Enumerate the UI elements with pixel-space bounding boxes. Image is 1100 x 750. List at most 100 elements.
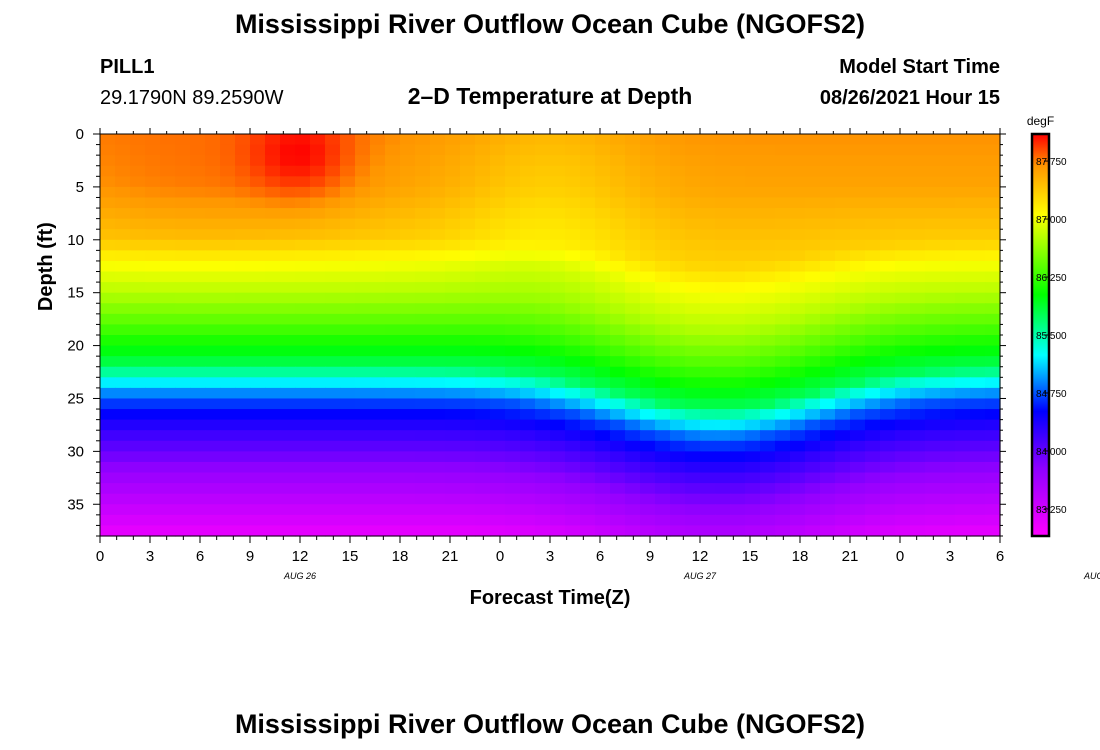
heatmap-cell xyxy=(790,483,806,495)
heatmap-cell xyxy=(895,440,911,452)
heatmap-cell xyxy=(505,504,521,516)
heatmap-cell xyxy=(700,419,716,431)
heatmap-cell xyxy=(625,155,641,167)
heatmap-cell xyxy=(175,356,191,368)
heatmap-cell xyxy=(745,271,761,283)
heatmap-cell xyxy=(715,229,731,241)
heatmap-cell xyxy=(715,186,731,199)
heatmap-cell xyxy=(385,493,401,505)
heatmap-cell xyxy=(910,472,926,484)
heatmap-cell xyxy=(490,377,506,389)
heatmap-cell xyxy=(400,271,416,283)
heatmap-cell xyxy=(250,440,266,452)
heatmap-cell xyxy=(475,134,491,146)
heatmap-cell xyxy=(430,282,446,294)
heatmap-cell xyxy=(565,186,581,199)
heatmap-cell xyxy=(850,134,866,146)
heatmap-cell xyxy=(895,303,911,315)
heatmap-cell xyxy=(670,229,686,241)
heatmap-cell xyxy=(670,409,686,421)
heatmap-cell xyxy=(235,440,251,452)
heatmap-cell xyxy=(655,144,671,156)
heatmap-cell xyxy=(715,451,731,463)
heatmap-cell xyxy=(865,260,881,273)
heatmap-cell xyxy=(835,514,851,527)
heatmap-cell xyxy=(910,176,926,188)
heatmap-cell xyxy=(205,250,221,262)
heatmap-cell xyxy=(655,155,671,167)
heatmap-cell xyxy=(385,303,401,315)
heatmap-cell xyxy=(820,165,836,177)
heatmap-cell xyxy=(625,239,641,251)
heatmap-cell xyxy=(865,271,881,283)
heatmap-cell xyxy=(520,451,536,463)
heatmap-cell xyxy=(430,250,446,262)
heatmap-cell xyxy=(850,271,866,283)
heatmap-cell xyxy=(820,250,836,262)
heatmap-cell xyxy=(310,197,326,209)
heatmap-cell xyxy=(520,239,536,251)
heatmap-cell xyxy=(145,165,161,177)
heatmap-cell xyxy=(280,504,296,516)
heatmap-cell xyxy=(430,504,446,516)
heatmap-cell xyxy=(985,461,1001,474)
heatmap-cell xyxy=(970,398,986,410)
heatmap-cell xyxy=(130,324,146,336)
heatmap-cell xyxy=(715,525,731,537)
heatmap-cell xyxy=(790,239,806,251)
heatmap-cell xyxy=(265,250,281,262)
heatmap-cell xyxy=(295,409,311,421)
heatmap-cell xyxy=(970,271,986,283)
heatmap-cell xyxy=(475,335,491,347)
heatmap-cell xyxy=(145,335,161,347)
heatmap-cell xyxy=(700,472,716,484)
heatmap-cell xyxy=(415,303,431,315)
heatmap-cell xyxy=(595,472,611,484)
heatmap-cell xyxy=(355,514,371,527)
heatmap-cell xyxy=(220,461,236,474)
heatmap-cell xyxy=(700,451,716,463)
heatmap-cell xyxy=(775,239,791,251)
heatmap-cell xyxy=(775,525,791,537)
heatmap-cell xyxy=(355,440,371,452)
heatmap-cell xyxy=(370,260,386,273)
heatmap-cell xyxy=(550,504,566,516)
heatmap-cell xyxy=(895,451,911,463)
heatmap-cell xyxy=(925,282,941,294)
heatmap-cell xyxy=(250,271,266,283)
heatmap-cell xyxy=(535,409,551,421)
heatmap-cell xyxy=(400,186,416,199)
heatmap-cell xyxy=(175,303,191,315)
heatmap-cell xyxy=(610,155,626,167)
heatmap-cell xyxy=(685,335,701,347)
heatmap-cell xyxy=(670,525,686,537)
heatmap-cell xyxy=(580,493,596,505)
heatmap-cell xyxy=(205,366,221,378)
heatmap-cell xyxy=(940,303,956,315)
heatmap-cell xyxy=(970,324,986,336)
heatmap-cell xyxy=(415,398,431,410)
heatmap-cell xyxy=(415,271,431,283)
heatmap-cell xyxy=(235,493,251,505)
heatmap-cell xyxy=(520,144,536,156)
heatmap-cell xyxy=(985,356,1001,368)
heatmap-cell xyxy=(310,292,326,304)
heatmap-cell xyxy=(565,144,581,156)
heatmap-cell xyxy=(730,461,746,474)
heatmap-cell xyxy=(595,493,611,505)
heatmap-cell xyxy=(160,472,176,484)
heatmap-cell xyxy=(325,451,341,463)
heatmap-cell xyxy=(625,229,641,241)
heatmap-cell xyxy=(625,197,641,209)
heatmap-cell xyxy=(460,165,476,177)
heatmap-cell xyxy=(100,218,116,230)
x-tick-label: 15 xyxy=(742,548,759,565)
heatmap-cell xyxy=(445,483,461,495)
heatmap-cell xyxy=(715,398,731,410)
heatmap-cell xyxy=(970,409,986,421)
heatmap-cell xyxy=(925,430,941,442)
heatmap-cell xyxy=(925,514,941,527)
heatmap-cell xyxy=(970,313,986,326)
heatmap-cell xyxy=(430,377,446,389)
colorbar-tick-label: 85.500 xyxy=(1036,331,1067,342)
